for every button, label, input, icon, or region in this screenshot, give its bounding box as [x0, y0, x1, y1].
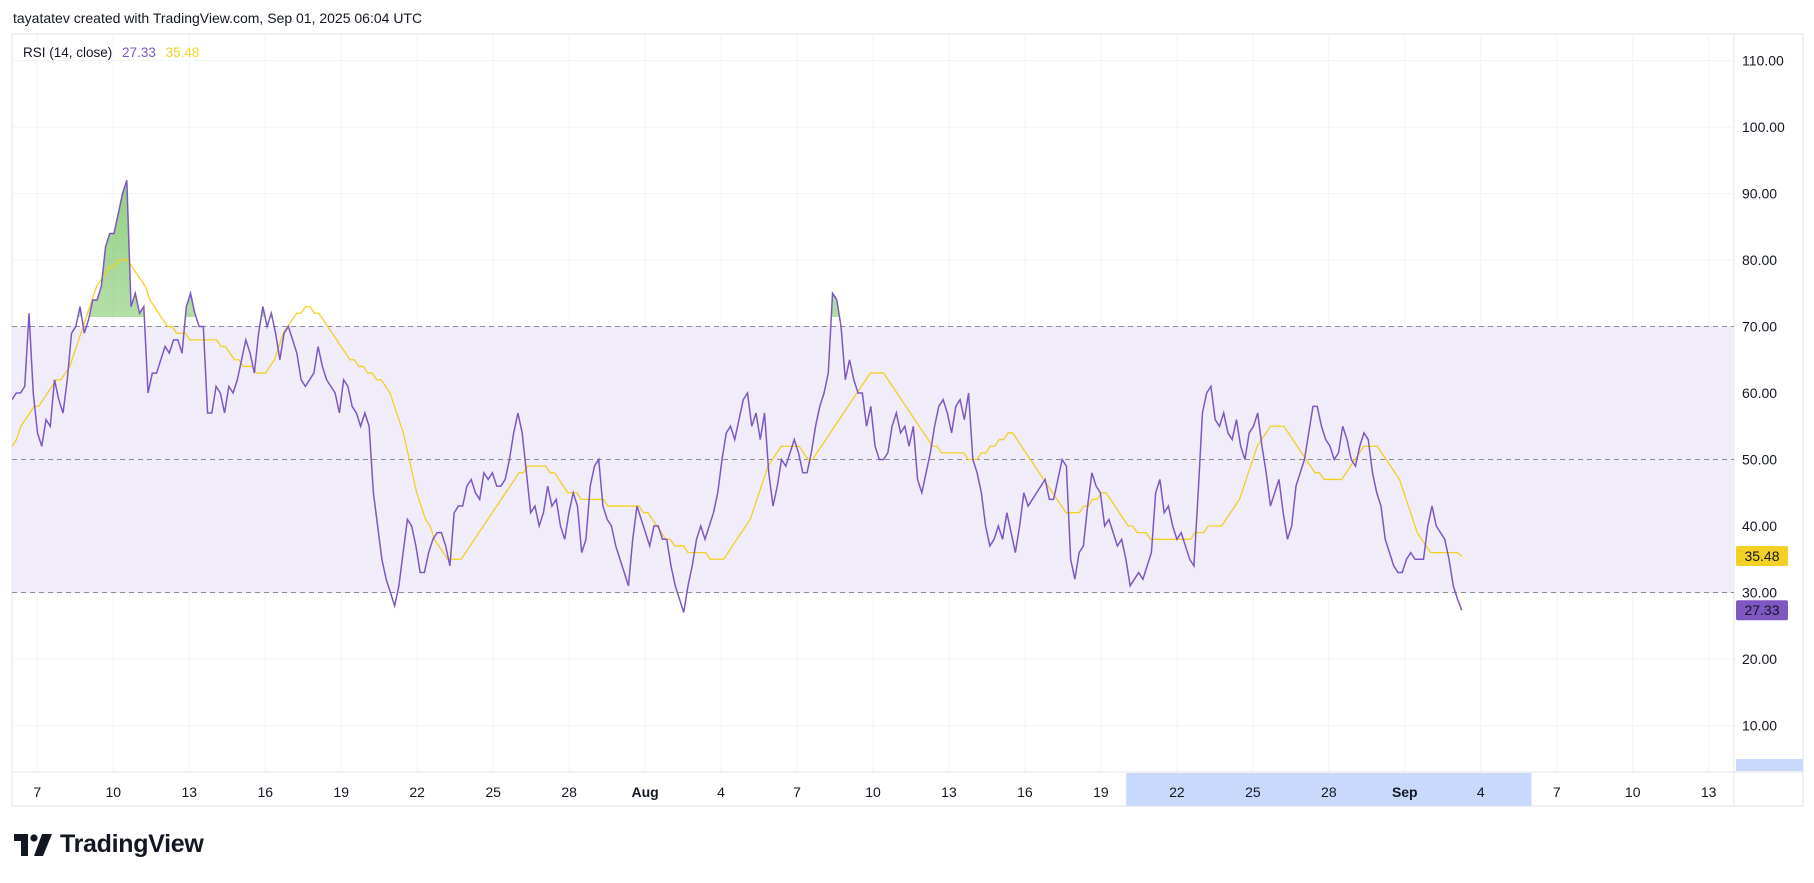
- y-tick-label: 50.00: [1742, 452, 1777, 468]
- x-tick-label: 7: [1553, 784, 1561, 800]
- x-tick-label: 13: [1701, 784, 1717, 800]
- x-tick-label: 22: [1169, 784, 1185, 800]
- rsi-last-value-label: 27.33: [1744, 602, 1779, 618]
- tradingview-logo-icon: [14, 833, 52, 856]
- y-tick-label: 40.00: [1742, 518, 1777, 534]
- x-tick-label: 10: [1625, 784, 1641, 800]
- tradingview-logo[interactable]: TradingView: [14, 830, 204, 859]
- rsi-line: [12, 180, 1463, 613]
- x-tick-label: 19: [1093, 784, 1109, 800]
- x-tick-label: 13: [941, 784, 957, 800]
- x-tick-label: Sep: [1392, 784, 1418, 800]
- ma-last-value-label: 35.48: [1744, 548, 1779, 564]
- ma-value: 35.48: [165, 45, 200, 60]
- ma-last-value-label-bg: [1736, 546, 1788, 567]
- y-tick-label: 100.00: [1742, 119, 1785, 135]
- y-tick-label: 60.00: [1742, 385, 1777, 401]
- date-range-highlight: [1126, 773, 1532, 806]
- price-axis[interactable]: 10.00 20.00 30.00 40.00 50.00 60.00 70.00 80.00…: [1742, 53, 1785, 734]
- chart-caption: tayatatev created with TradingView.com, …: [13, 10, 423, 26]
- rsi-value: 27.33: [122, 45, 156, 60]
- y-tick-label: 90.00: [1742, 186, 1777, 202]
- grid: [11, 33, 1804, 807]
- x-tick-label: 10: [865, 784, 881, 800]
- x-tick-label: 22: [409, 784, 425, 800]
- x-tick-label: 28: [561, 784, 577, 800]
- x-tick-label: 19: [333, 784, 349, 800]
- x-tick-label: 16: [1017, 784, 1033, 800]
- x-tick-label: 4: [1477, 784, 1485, 800]
- x-tick-label: 28: [1321, 784, 1337, 800]
- y-tick-label: 110.00: [1742, 53, 1784, 69]
- x-tick-label: 7: [33, 784, 41, 800]
- x-tick-label: 16: [257, 784, 273, 800]
- x-tick-label: 13: [181, 784, 197, 800]
- indicator-name: RSI (14, close): [23, 45, 113, 60]
- x-tick-label: 4: [717, 784, 725, 800]
- overbought-fill: [28, 180, 840, 317]
- x-tick-label: 25: [1245, 784, 1261, 800]
- rsi-last-value-label-bg: [1736, 600, 1788, 621]
- brand-name: TradingView: [60, 830, 204, 858]
- y-tick-label: 30.00: [1742, 584, 1777, 600]
- y-tick-label: 10.00: [1742, 717, 1777, 733]
- y-tick-label: 20.00: [1742, 651, 1777, 667]
- x-tick-label: 7: [793, 784, 801, 800]
- x-tick-label: Aug: [631, 784, 658, 800]
- time-axis[interactable]: 7 10 13 16 19 22 25 28 Aug 4 7 10 13 16 19 22 25 28 Sep 4 7 1…: [33, 784, 1716, 800]
- x-tick-label: 25: [485, 784, 501, 800]
- indicator-legend[interactable]: RSI (14, close) 27.33 35.48: [23, 45, 199, 60]
- y-tick-label: 70.00: [1742, 319, 1777, 335]
- x-tick-label: 10: [106, 784, 122, 800]
- y-tick-label: 80.00: [1742, 252, 1777, 268]
- price-axis-highlight: [1736, 759, 1803, 771]
